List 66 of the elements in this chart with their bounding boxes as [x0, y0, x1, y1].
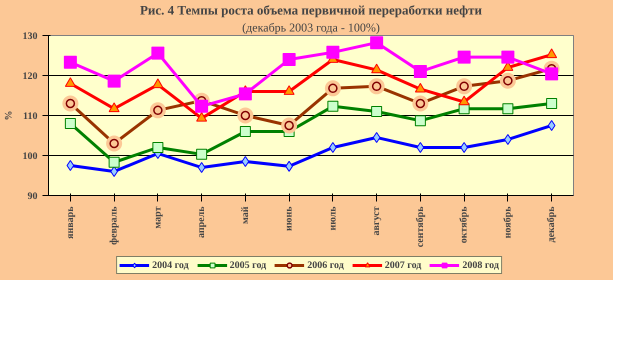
x-tick-label: май — [240, 206, 251, 224]
legend-label: 2008 год — [462, 259, 499, 271]
x-tick-label: февраль — [108, 206, 120, 245]
point — [151, 46, 164, 60]
point — [64, 77, 76, 87]
point — [458, 50, 471, 64]
x-tick-label: август — [371, 206, 382, 236]
point — [414, 82, 426, 92]
point — [152, 142, 164, 153]
point — [195, 100, 208, 113]
point — [196, 148, 208, 160]
y-axis-title: % — [4, 110, 14, 120]
point — [370, 36, 384, 50]
x-tick-label: декабрь — [546, 206, 558, 242]
point — [545, 67, 558, 80]
y-tick-label: 100 — [22, 151, 38, 162]
point — [66, 160, 74, 171]
point — [502, 103, 514, 114]
point — [460, 142, 468, 153]
point — [196, 112, 208, 122]
point — [108, 156, 120, 168]
point — [458, 96, 470, 106]
x-tick-label: октябрь — [458, 206, 470, 244]
point — [242, 156, 250, 167]
x-tick-label: ноябрь — [502, 206, 514, 238]
point — [414, 65, 427, 78]
y-tick-label: 110 — [23, 111, 38, 122]
point — [546, 98, 558, 109]
x-tick-label: июль — [327, 206, 338, 231]
point — [327, 100, 338, 112]
point — [371, 106, 382, 117]
chart-subtitle: (декабрь 2003 года - 100%) — [242, 20, 380, 34]
point — [284, 85, 295, 95]
legend-label: 2007 год — [384, 259, 422, 271]
point — [372, 132, 380, 143]
point — [198, 162, 206, 173]
point — [416, 142, 424, 153]
point — [329, 142, 337, 153]
point — [504, 134, 512, 145]
x-tick-label: январь — [64, 206, 76, 239]
point — [64, 56, 77, 69]
point — [501, 50, 514, 64]
point — [238, 87, 252, 100]
point — [371, 64, 382, 74]
legend-label: 2006 год — [307, 259, 344, 271]
point — [240, 126, 251, 137]
y-tick-label: 120 — [22, 71, 38, 82]
y-tick-label: 90 — [28, 191, 38, 202]
point — [548, 120, 556, 131]
point — [326, 46, 340, 59]
x-tick-label: июнь — [284, 206, 295, 231]
x-tick-label: апрель — [196, 206, 208, 238]
point — [110, 166, 118, 177]
x-tick-label: сентябрь — [414, 206, 426, 248]
point — [414, 115, 426, 126]
legend-label: 2005 год — [230, 259, 266, 271]
point — [108, 102, 120, 112]
point — [546, 48, 558, 58]
point — [152, 78, 164, 88]
point — [108, 74, 121, 88]
y-tick-label: 130 — [22, 31, 38, 42]
point — [64, 118, 76, 129]
legend-label: 2004 год — [152, 259, 189, 271]
chart-title: Рис. 4 Темпы роста объема первичной переработки нефти — [140, 2, 483, 18]
x-tick-label: март — [152, 206, 164, 229]
point — [282, 53, 296, 66]
